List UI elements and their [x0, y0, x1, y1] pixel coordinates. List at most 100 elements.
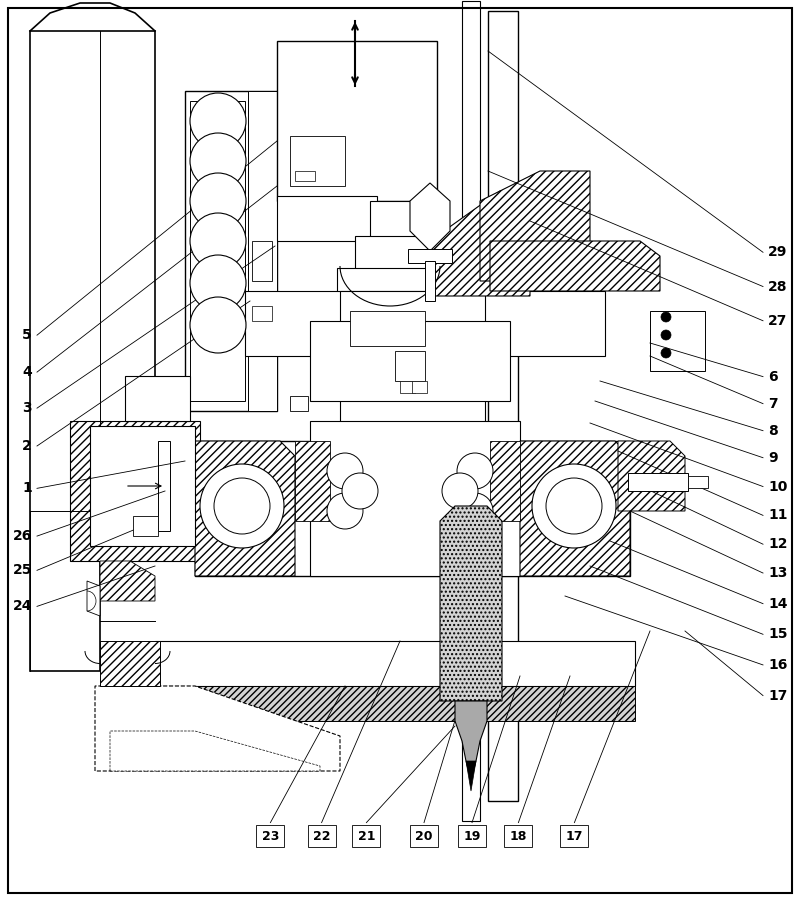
Text: 23: 23	[262, 830, 279, 842]
Text: 4: 4	[22, 365, 32, 379]
Circle shape	[457, 493, 493, 529]
Text: 25: 25	[13, 563, 32, 578]
Bar	[650, 311, 705, 371]
Bar	[353, 825, 381, 847]
Polygon shape	[95, 686, 340, 771]
Text: 28: 28	[768, 279, 787, 294]
Text: 7: 7	[768, 396, 778, 411]
Text: 22: 22	[313, 830, 330, 842]
Bar	[400, 381, 415, 393]
Polygon shape	[100, 641, 160, 686]
Circle shape	[532, 464, 616, 548]
Text: 17: 17	[768, 688, 787, 703]
Bar	[340, 291, 485, 446]
Bar	[310, 421, 520, 576]
Polygon shape	[466, 761, 476, 791]
Bar	[155, 641, 635, 686]
Bar	[248, 91, 277, 411]
Bar	[488, 11, 518, 801]
Polygon shape	[70, 421, 200, 561]
Polygon shape	[490, 241, 660, 291]
Text: 13: 13	[768, 566, 787, 580]
Bar	[90, 426, 195, 546]
Bar	[688, 476, 708, 488]
Text: 3: 3	[22, 401, 32, 415]
Bar	[458, 825, 486, 847]
Polygon shape	[455, 701, 487, 781]
Circle shape	[342, 473, 378, 509]
Polygon shape	[100, 561, 155, 601]
Circle shape	[190, 133, 246, 189]
Circle shape	[190, 297, 246, 353]
Bar	[185, 91, 277, 411]
Bar	[410, 825, 438, 847]
Text: 16: 16	[768, 658, 787, 672]
Polygon shape	[520, 441, 630, 576]
Text: 6: 6	[768, 369, 778, 384]
Polygon shape	[480, 171, 590, 281]
Bar	[295, 171, 315, 181]
Bar	[350, 311, 425, 346]
Text: 10: 10	[768, 479, 787, 494]
Polygon shape	[410, 183, 450, 251]
Text: 2: 2	[22, 439, 32, 453]
Polygon shape	[295, 441, 330, 521]
Bar	[355, 236, 440, 271]
Circle shape	[200, 464, 284, 548]
Text: 18: 18	[510, 830, 527, 842]
Text: 1: 1	[22, 481, 32, 496]
Text: 20: 20	[415, 830, 433, 842]
Bar	[310, 321, 510, 401]
Bar	[395, 351, 425, 381]
Bar	[133, 516, 158, 536]
Bar	[277, 196, 377, 241]
Text: 12: 12	[768, 537, 787, 551]
Text: 14: 14	[768, 596, 787, 611]
Circle shape	[190, 173, 246, 229]
Text: 19: 19	[463, 830, 481, 842]
Bar	[277, 41, 437, 201]
Text: 15: 15	[768, 627, 787, 642]
Text: 11: 11	[768, 508, 787, 523]
Circle shape	[442, 473, 478, 509]
Circle shape	[327, 453, 363, 489]
Text: 21: 21	[358, 830, 375, 842]
Circle shape	[661, 330, 671, 340]
Circle shape	[457, 453, 493, 489]
Bar	[308, 825, 336, 847]
Text: 8: 8	[768, 423, 778, 438]
Bar	[408, 249, 452, 263]
Bar	[290, 396, 308, 411]
Bar	[158, 441, 170, 531]
Bar	[412, 381, 427, 393]
Polygon shape	[440, 506, 502, 701]
Polygon shape	[490, 441, 520, 521]
Circle shape	[661, 312, 671, 322]
Bar	[425, 261, 435, 301]
Bar	[125, 376, 190, 421]
Circle shape	[327, 493, 363, 529]
Text: 26: 26	[13, 529, 32, 543]
Bar	[290, 136, 345, 186]
Bar	[190, 101, 245, 401]
Polygon shape	[430, 191, 530, 296]
Bar	[504, 825, 533, 847]
Circle shape	[546, 478, 602, 534]
Bar	[337, 268, 437, 296]
Text: 29: 29	[768, 245, 787, 259]
Circle shape	[214, 478, 270, 534]
Polygon shape	[30, 31, 155, 671]
Bar	[252, 241, 272, 281]
Text: 17: 17	[566, 830, 583, 842]
Circle shape	[190, 213, 246, 269]
Bar	[462, 1, 480, 821]
Text: 5: 5	[22, 328, 32, 342]
Circle shape	[661, 348, 671, 358]
Bar	[252, 306, 272, 321]
Text: 9: 9	[768, 450, 778, 465]
Polygon shape	[195, 441, 295, 576]
Bar	[560, 825, 588, 847]
Bar	[628, 473, 688, 491]
Circle shape	[190, 93, 246, 149]
Polygon shape	[87, 581, 100, 616]
